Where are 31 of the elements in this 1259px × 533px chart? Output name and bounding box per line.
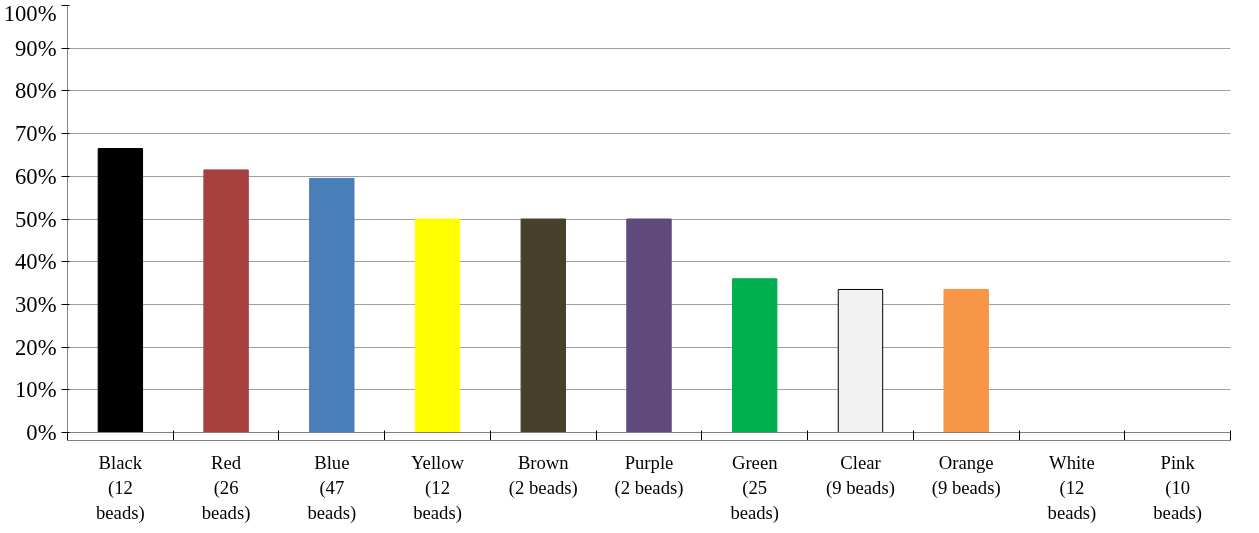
x-tick-label: Blue (47 beads)	[307, 451, 357, 524]
x-tick-label: Black (12 beads)	[96, 451, 145, 524]
x-tick-label: White (12 beads)	[1047, 451, 1097, 524]
y-tick-label: 80%	[14, 78, 57, 104]
bar	[97, 148, 144, 433]
bar	[309, 177, 355, 433]
x-tick-label: Pink (10 beads)	[1153, 451, 1202, 524]
x-tick-label: Green (25 beads)	[730, 451, 780, 524]
bar	[626, 218, 672, 433]
bar	[520, 218, 566, 433]
y-tick-label: 20%	[14, 334, 57, 360]
bar	[732, 278, 778, 433]
x-tick-label: Purple (2 beads)	[614, 451, 684, 499]
bar	[203, 169, 249, 433]
x-tick-label: Brown (2 beads)	[508, 451, 578, 499]
bar	[837, 288, 884, 433]
x-tick-label: Red (26 beads)	[201, 451, 251, 524]
bar	[943, 288, 989, 433]
x-tick-label: Yellow (12 beads)	[411, 451, 465, 524]
x-tick-label: Orange (9 beads)	[931, 451, 1001, 499]
y-tick-label: 30%	[14, 291, 57, 317]
y-tick-label: 90%	[14, 35, 57, 61]
bar	[414, 218, 461, 433]
y-tick-label: 70%	[14, 121, 57, 147]
y-tick-label: 50%	[14, 206, 57, 232]
x-tick-label: Clear (9 beads)	[826, 451, 895, 499]
y-tick-label: 0%	[26, 420, 57, 445]
y-tick-label: 60%	[14, 163, 57, 189]
y-tick-label: 40%	[14, 249, 57, 275]
y-tick-label: 100%	[3, 0, 57, 26]
y-tick-label: 10%	[14, 377, 57, 403]
